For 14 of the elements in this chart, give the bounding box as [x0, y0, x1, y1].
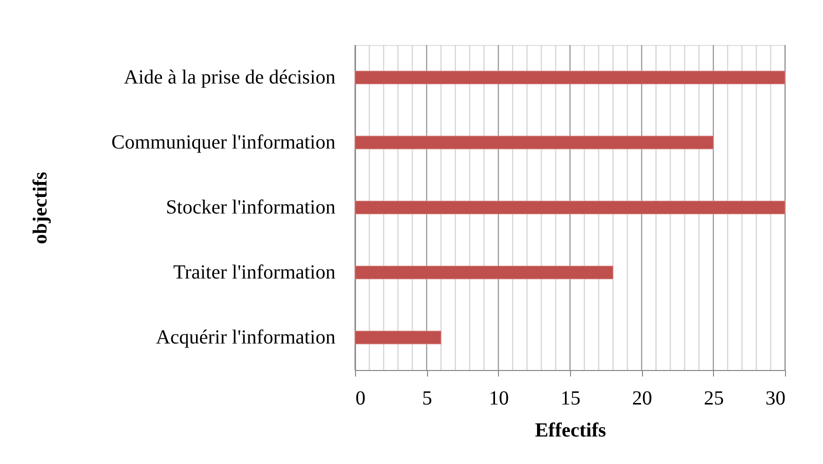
x-tick-label: 30 — [766, 388, 786, 410]
y-tick-label: Traiter l'information — [173, 262, 336, 284]
x-tick-label: 15 — [560, 388, 580, 410]
y-tick-label: Aide à la prise de décision — [124, 66, 336, 88]
x-tick-label: 20 — [632, 388, 652, 410]
x-tick-label: 25 — [704, 388, 724, 410]
x-axis-title: Effectifs — [534, 420, 606, 442]
y-axis-title: objectifs — [30, 172, 52, 244]
x-tick-label: 0 — [356, 388, 366, 410]
x-tick-label: 5 — [422, 388, 432, 410]
y-tick-label: Acquérir l'information — [156, 326, 336, 348]
y-tick-label: Stocker l'information — [166, 196, 336, 218]
y-tick-label: Communiquer l'information — [111, 132, 336, 154]
x-tick-label: 10 — [488, 388, 509, 410]
